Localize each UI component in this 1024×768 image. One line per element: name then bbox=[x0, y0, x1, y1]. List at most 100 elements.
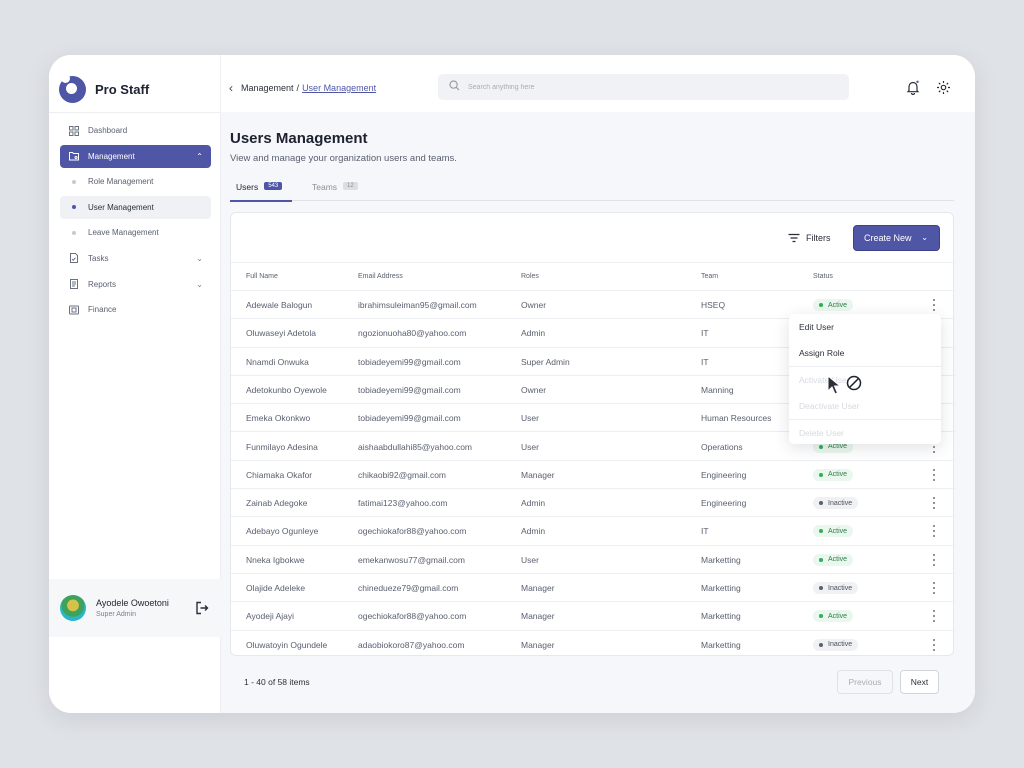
menu-divider bbox=[789, 366, 941, 367]
cell-email: adaobiokoro87@yahoo.com bbox=[358, 639, 465, 650]
cell-email: tobiadeyemi99@gmail.com bbox=[358, 384, 461, 395]
sidebar-item-label: User Management bbox=[88, 202, 154, 212]
breadcrumb-current[interactable]: User Management bbox=[302, 83, 377, 93]
cell-team: Manning bbox=[701, 384, 734, 395]
breadcrumb-parent[interactable]: Management bbox=[241, 83, 294, 93]
status-label: Active bbox=[828, 612, 848, 620]
column-header-full-name[interactable]: Full Name bbox=[246, 273, 278, 280]
more-vertical-icon[interactable] bbox=[930, 582, 938, 594]
more-vertical-icon[interactable] bbox=[930, 468, 938, 481]
cell-role: Manager bbox=[521, 611, 555, 622]
pagination-info: 1 - 40 of 58 items bbox=[244, 677, 310, 687]
filter-icon bbox=[788, 233, 800, 243]
sidebar-item-label: Dashboard bbox=[88, 126, 128, 135]
cell-role: Manager bbox=[521, 639, 555, 650]
table-row[interactable]: Adewale Balogun ibrahimsuleiman95@gmail.c… bbox=[231, 291, 955, 320]
more-vertical-icon[interactable] bbox=[930, 610, 938, 623]
report-icon bbox=[69, 279, 79, 290]
breadcrumb-separator: / bbox=[296, 83, 300, 93]
finance-icon bbox=[69, 305, 79, 315]
logo-icon bbox=[59, 73, 86, 103]
logout-icon[interactable] bbox=[195, 601, 209, 615]
sidebar-item-dashboard[interactable]: Dashboard bbox=[60, 119, 211, 142]
cell-team: Operations bbox=[701, 441, 743, 452]
status-badge: Active bbox=[813, 553, 854, 566]
table-row[interactable]: Olajide Adeleke chinedueze79@gmail.com Man… bbox=[231, 574, 955, 603]
sidebar-item-tasks[interactable]: Tasks ⌄ bbox=[60, 247, 211, 270]
table-row[interactable]: Nneka Igbokwe emekanwosu77@gmail.com User M… bbox=[231, 546, 955, 574]
row-actions-menu: Edit User Assign Role Activate User Deac… bbox=[789, 314, 941, 444]
search-bar[interactable] bbox=[438, 74, 849, 100]
bell-icon[interactable] bbox=[906, 80, 920, 96]
menu-item-delete-user: Delete User bbox=[799, 428, 844, 438]
table-row[interactable]: Adebayo Ogunleye ogechiokafor88@yahoo.com… bbox=[231, 517, 955, 546]
cell-status: Inactive bbox=[813, 638, 859, 651]
cell-email: chikaobi92@gmail.com bbox=[358, 469, 447, 480]
status-label: Inactive bbox=[828, 499, 853, 507]
status-dot-icon bbox=[819, 501, 823, 506]
status-badge: Active bbox=[813, 468, 854, 481]
cell-team: Human Resources bbox=[701, 413, 772, 424]
cell-role: Owner bbox=[521, 384, 547, 395]
chevron-down-icon: ⌄ bbox=[196, 253, 203, 263]
cell-status: Inactive bbox=[813, 582, 859, 594]
main-content: ‹ Management / User Management Users Man… bbox=[221, 55, 975, 713]
next-button[interactable]: Next bbox=[900, 670, 939, 694]
status-label: Active bbox=[828, 527, 848, 535]
column-header-roles[interactable]: Roles bbox=[521, 273, 539, 280]
sidebar-item-management[interactable]: Management ⌃ bbox=[60, 144, 211, 168]
user-name: Ayodele Owoetoni bbox=[96, 598, 169, 608]
cell-role: Admin bbox=[521, 498, 546, 509]
column-header-email[interactable]: Email Address bbox=[358, 273, 403, 280]
previous-button[interactable]: Previous bbox=[837, 670, 893, 694]
tab-users[interactable]: Users 543 bbox=[229, 182, 293, 202]
status-label: Inactive bbox=[828, 584, 853, 592]
menu-item-assign-role[interactable]: Assign Role bbox=[799, 348, 845, 358]
sidebar-item-leave-management[interactable]: Leave Management bbox=[60, 221, 211, 244]
brand[interactable]: Pro Staff bbox=[59, 73, 149, 104]
column-header-team[interactable]: Team bbox=[701, 273, 719, 280]
more-vertical-icon[interactable] bbox=[930, 638, 938, 651]
tab-teams[interactable]: Teams 12 bbox=[312, 182, 358, 201]
sidebar-item-role-management[interactable]: Role Management bbox=[60, 170, 211, 193]
table-row[interactable]: Ayodeji Ajayi ogechiokafor88@yahoo.com Man… bbox=[231, 602, 955, 631]
tab-label: Users bbox=[236, 182, 259, 192]
users-table-card: Filters Create New ⌄ Full Name Email Add… bbox=[230, 212, 955, 659]
cell-full-name: Oluwatoyin Ogundele bbox=[246, 639, 328, 650]
status-label: Active bbox=[828, 443, 848, 450]
sidebar-item-finance[interactable]: Finance bbox=[60, 298, 211, 321]
user-profile-card[interactable]: Ayodele Owoetoni Super Admin bbox=[49, 579, 221, 637]
tab-label: Teams bbox=[312, 182, 338, 192]
back-arrow-icon[interactable]: ‹ bbox=[229, 81, 233, 95]
table-row[interactable]: Zainab Adegoke fatimai123@yahoo.com Admin E… bbox=[231, 489, 955, 518]
status-dot-icon bbox=[819, 614, 823, 619]
grid-icon bbox=[69, 125, 79, 136]
gear-icon[interactable] bbox=[936, 80, 951, 95]
table-header: Full Name Email Address Roles Team Statu… bbox=[231, 262, 955, 291]
cell-email: chinedueze79@gmail.com bbox=[358, 583, 459, 593]
user-role: Super Admin bbox=[96, 611, 137, 618]
cell-full-name: Nneka Igbokwe bbox=[246, 554, 305, 565]
search-input[interactable] bbox=[468, 83, 828, 91]
filters-button[interactable]: Filters bbox=[788, 230, 831, 246]
cell-role: Admin bbox=[521, 526, 546, 537]
menu-item-edit-user[interactable]: Edit User bbox=[799, 322, 834, 332]
create-new-button[interactable]: Create New ⌄ bbox=[853, 225, 940, 251]
cell-role: User bbox=[521, 413, 539, 424]
cell-team: Marketting bbox=[701, 611, 741, 622]
cell-full-name: Chiamaka Okafor bbox=[246, 469, 313, 480]
column-header-status[interactable]: Status bbox=[813, 273, 833, 280]
table-row[interactable]: Chiamaka Okafor chikaobi92@gmail.com Manag… bbox=[231, 461, 955, 490]
status-badge: Inactive bbox=[813, 497, 859, 510]
more-vertical-icon[interactable] bbox=[930, 553, 938, 566]
table-row[interactable]: Oluwatoyin Ogundele adaobiokoro87@yahoo.c… bbox=[231, 631, 955, 659]
more-vertical-icon[interactable] bbox=[930, 299, 938, 311]
cell-email: ogechiokafor88@yahoo.com bbox=[358, 611, 467, 622]
tab-bar: Users 543 Teams 12 bbox=[229, 179, 954, 202]
cell-role: User bbox=[521, 441, 539, 452]
sidebar-item-user-management[interactable]: User Management bbox=[60, 195, 211, 219]
sidebar-item-reports[interactable]: Reports ⌄ bbox=[60, 273, 211, 296]
more-vertical-icon[interactable] bbox=[930, 525, 938, 538]
cell-role: Owner bbox=[521, 300, 547, 310]
more-vertical-icon[interactable] bbox=[930, 497, 938, 510]
